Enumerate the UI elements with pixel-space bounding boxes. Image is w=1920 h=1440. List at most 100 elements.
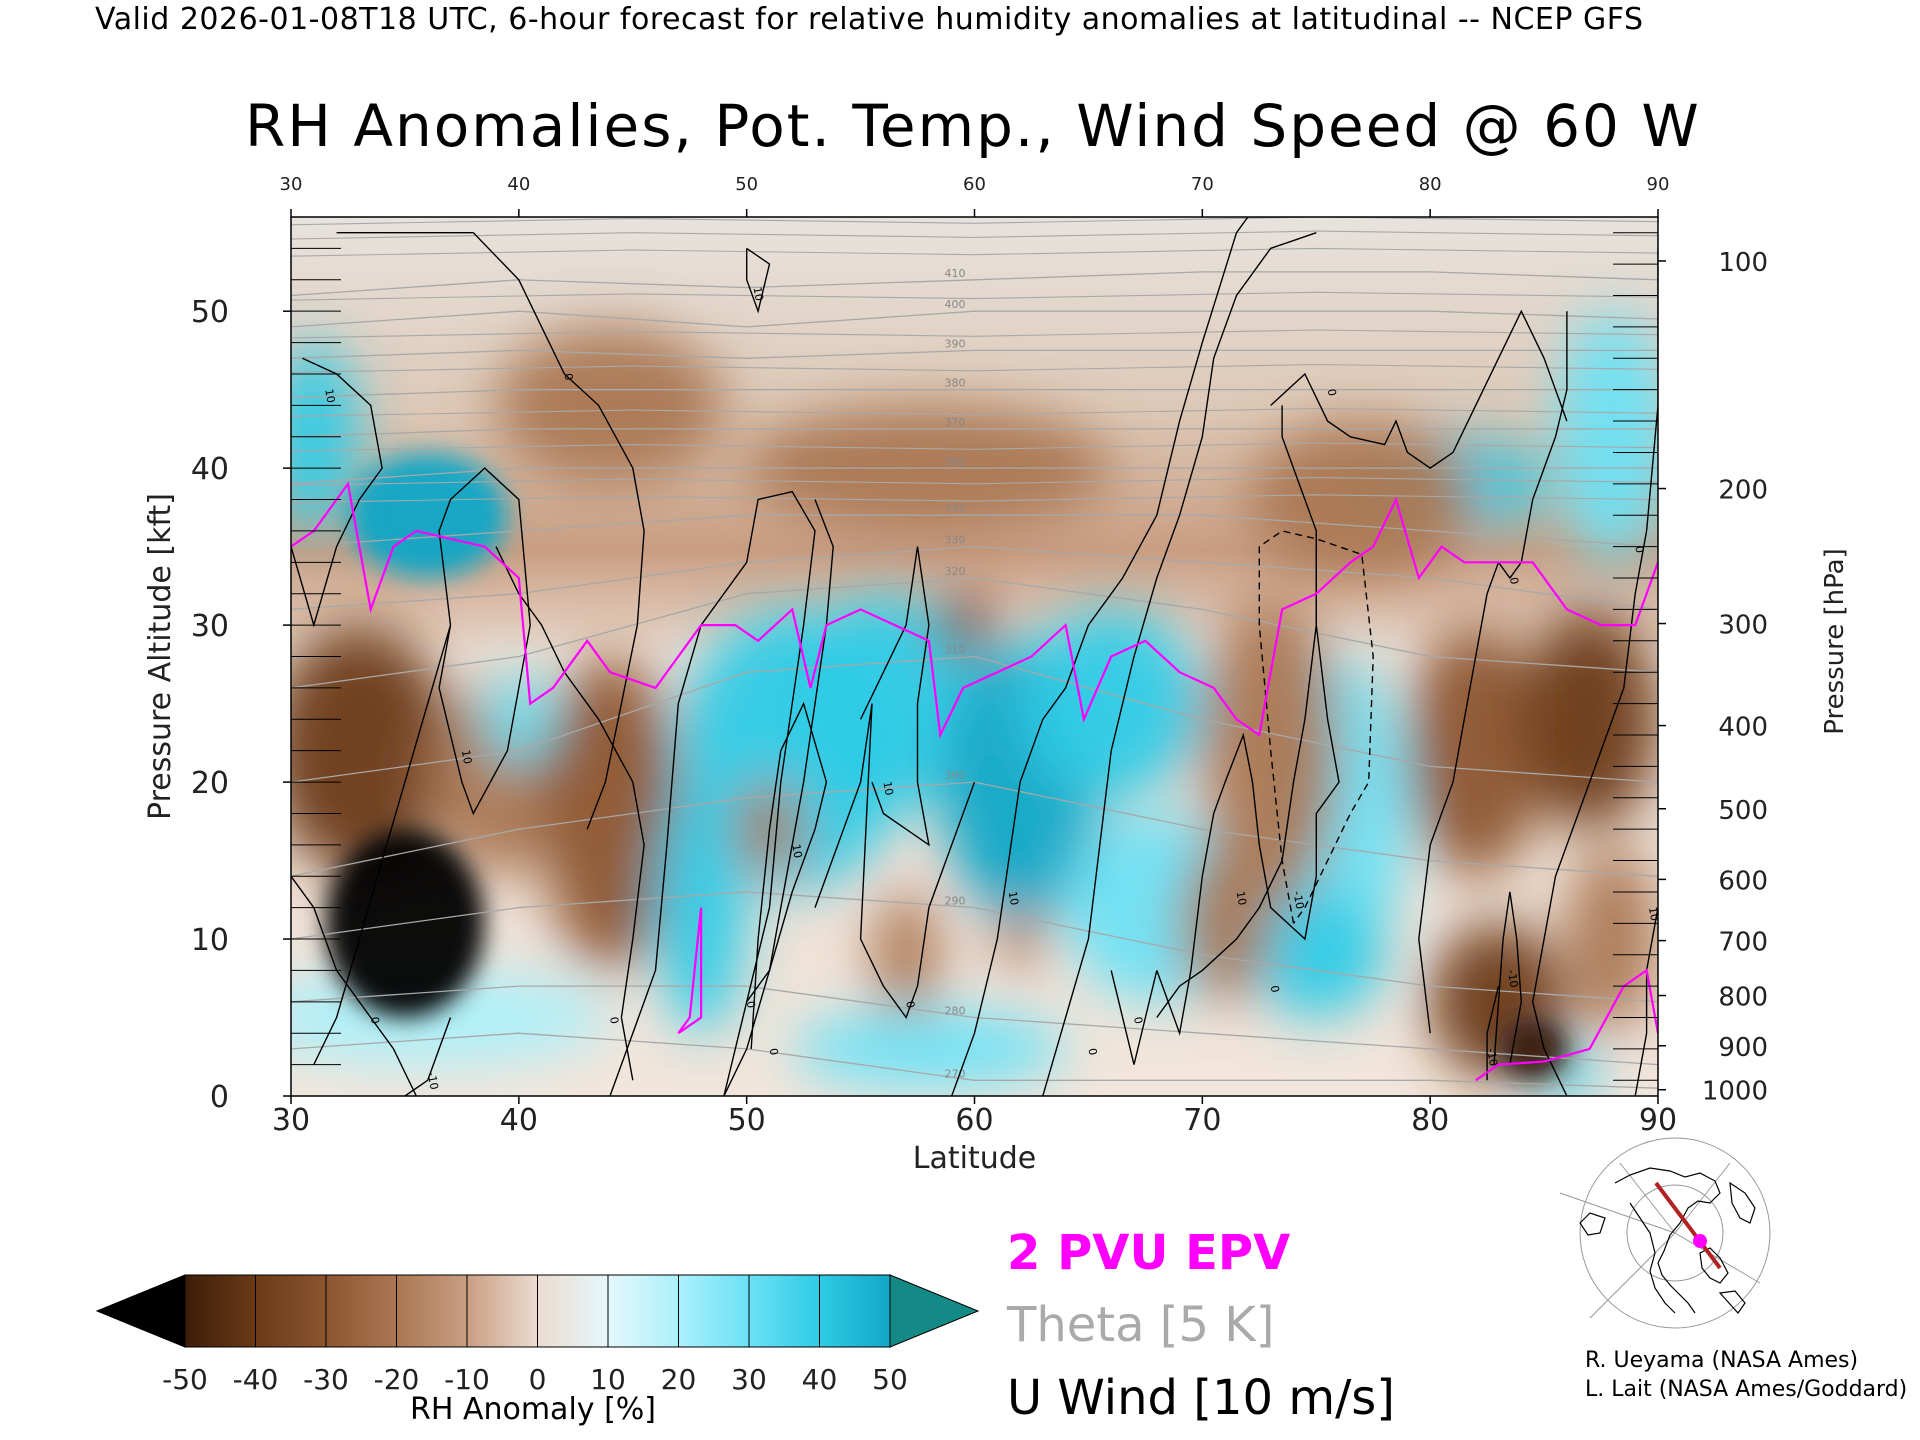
legend-theta: Theta [5 K]: [1007, 1297, 1275, 1353]
forecast-header: Valid 2026-01-08T18 UTC, 6-hour forecast…: [95, 2, 1644, 37]
colorbar-tick-label: -30: [303, 1363, 349, 1396]
wind-contour-label: 0: [766, 1047, 780, 1056]
theta-contour: [291, 310, 1658, 328]
theta-contour-label: 320: [945, 565, 966, 578]
theta-contour: [291, 494, 1658, 504]
colorbar-segment: [466, 1274, 539, 1348]
wind-contour: [1418, 311, 1568, 1034]
wind-contour: [1634, 907, 1658, 1096]
colorbar-tick-label: 0: [529, 1363, 547, 1396]
wind-contour: [291, 357, 383, 628]
pressure-tick-label: 100: [1718, 248, 1768, 278]
wind-contour: [404, 1017, 452, 1096]
theta-contour-label: 380: [945, 377, 966, 390]
theta-contour-label: 310: [945, 644, 966, 657]
rh-anomaly-cell: [1179, 844, 1271, 1002]
map-inset: [1559, 1137, 1771, 1329]
rh-anomaly-cell: [347, 452, 508, 579]
colorbar-tick-label: -10: [444, 1363, 490, 1396]
colorbar-tick-label: 20: [661, 1363, 697, 1396]
wind-contour-label: -10: [1291, 890, 1307, 910]
theta-contour-label: 300: [945, 769, 966, 782]
wind-contour: [495, 546, 645, 1081]
legend-epv: 2 PVU EPV: [1007, 1225, 1291, 1281]
y-axis-label-right: Pressure [hPa]: [1820, 548, 1850, 735]
colorbar-segment: [537, 1274, 609, 1348]
top-x-tick-label: 60: [963, 174, 986, 195]
wind-contour: [1486, 985, 1500, 1081]
rh-anomaly-cell: [871, 891, 941, 1018]
credit-line-2: L. Lait (NASA Ames/Goddard): [1585, 1377, 1908, 1402]
top-x-tick-label: 90: [1647, 174, 1670, 195]
wind-contour: [1270, 309, 1568, 469]
pressure-tick-label: 700: [1718, 928, 1768, 958]
colorbar-segment: [678, 1274, 750, 1348]
wind-contour-label: -10: [1505, 969, 1521, 989]
wind-contour: [814, 703, 976, 1019]
map-coastlines: [1579, 1167, 1756, 1314]
wind-contour: [746, 247, 771, 314]
y-tick-label: 20: [191, 766, 229, 801]
wind-contour-label: -10: [1484, 1047, 1500, 1067]
colorbar-tick-label: -20: [374, 1363, 420, 1396]
rh-anomaly-cell: [792, 1009, 1066, 1089]
cross-section-point: [1693, 1234, 1707, 1248]
colorbar-segment: [325, 1274, 398, 1348]
wind-contour: [291, 875, 417, 1096]
pressure-tick-label: 300: [1718, 611, 1768, 641]
theta-contour-label: 270: [945, 1067, 966, 1080]
colorbar-tick-label: 50: [872, 1363, 908, 1396]
rh-anomaly-cell: [1521, 609, 1658, 830]
colorbar-tick-label: -40: [233, 1363, 279, 1396]
colorbar-segment: [255, 1274, 327, 1348]
y-tick-label: 50: [191, 295, 229, 330]
theta-contour: [291, 442, 1658, 452]
theta-contour-label: 400: [945, 298, 966, 311]
colorbar-high-arrow: [889, 1274, 980, 1348]
wind-contour: [746, 499, 834, 1003]
theta-contour: [291, 389, 1658, 399]
theta-contour: [291, 217, 1658, 226]
wind-contour-label: 0: [903, 1000, 917, 1009]
rh-anomaly-cell: [1247, 891, 1385, 1018]
colorbar-label: RH Anomaly [%]: [410, 1392, 656, 1427]
x-tick-label: 30: [272, 1103, 310, 1138]
colorbar-tick-label: 10: [590, 1363, 626, 1396]
wind-contour-label: 10: [751, 286, 766, 302]
epv-2pvu-line: [291, 481, 1658, 739]
theta-contour: [291, 477, 1658, 486]
wind-contour: [1531, 248, 1658, 1096]
pressure-tick-label: 200: [1718, 476, 1768, 506]
x-tick-label: 50: [728, 1103, 766, 1138]
colorbar-low-arrow: [95, 1274, 186, 1348]
colorbar-tick-label: 40: [802, 1363, 838, 1396]
colorbar-segment: [748, 1274, 821, 1348]
colorbar-segment: [396, 1274, 468, 1348]
y-tick-label: 30: [191, 609, 229, 644]
theta-contour: [291, 407, 1658, 417]
wind-contour: [1493, 891, 1523, 1065]
pressure-tick-label: 800: [1718, 983, 1768, 1013]
wind-contour: [336, 232, 645, 830]
theta-contour-label: 330: [945, 534, 966, 547]
theta-contour-label: 390: [945, 337, 966, 350]
y-axis-label-left: Pressure Altitude [kft]: [143, 493, 178, 820]
wind-contour: [1110, 970, 1158, 1065]
theta-contour: [291, 1032, 1658, 1089]
wind-contour: [1042, 232, 1317, 1096]
theta-contour: [291, 514, 1658, 548]
top-x-tick-label: 70: [1191, 174, 1214, 195]
rh-anomaly-cell: [1498, 1017, 1567, 1081]
wind-contour-label: 0: [1268, 984, 1282, 993]
rh-anomaly-cell: [1555, 311, 1658, 563]
y-tick-label: 40: [191, 452, 229, 487]
theta-contour: [291, 291, 1658, 301]
pressure-tick-label: 600: [1718, 866, 1768, 896]
rh-anomaly-cell: [935, 593, 991, 657]
pressure-tick-label: 500: [1718, 796, 1768, 826]
wind-contour-label: 10: [880, 780, 895, 796]
wind-contour-label: 0: [368, 1016, 382, 1025]
colorbar-tick-label: -50: [162, 1363, 208, 1396]
chart-title: RH Anomalies, Pot. Temp., Wind Speed @ 6…: [245, 92, 1701, 160]
x-axis-label: Latitude: [913, 1141, 1036, 1176]
